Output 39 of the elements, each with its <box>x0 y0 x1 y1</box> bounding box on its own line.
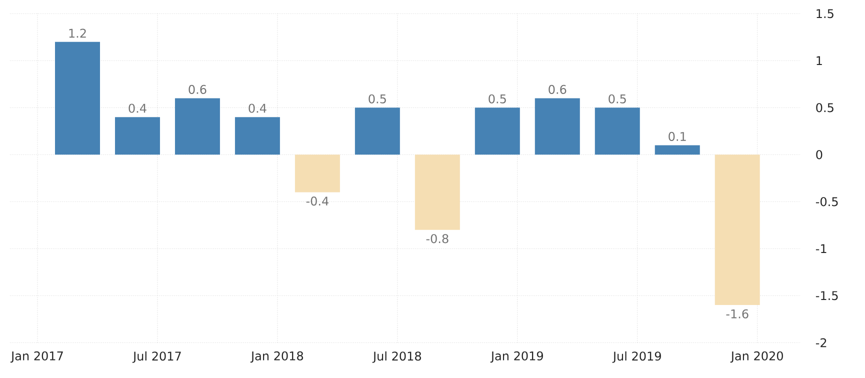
y-tick-label: 0 <box>816 150 822 160</box>
bar <box>474 108 520 155</box>
data-label: 0.4 <box>128 104 146 113</box>
bar <box>354 108 400 155</box>
x-tick-label: Jul 2017 <box>132 351 181 363</box>
data-label: -0.4 <box>306 196 328 206</box>
x-tick-label: Jan 2017 <box>10 351 63 363</box>
data-label: 0.1 <box>668 132 686 141</box>
x-tick-label: Jul 2019 <box>612 351 661 363</box>
x-tick-label: Jul 2018 <box>372 351 422 363</box>
bar <box>714 154 760 306</box>
y-tick-label: 0.5 <box>816 103 834 112</box>
y-tick-label: -1.5 <box>816 291 838 300</box>
bar <box>234 117 280 155</box>
bar <box>654 145 700 155</box>
x-tick-label: Jan 2019 <box>490 351 543 363</box>
data-label: 0.6 <box>188 84 206 94</box>
bar <box>414 154 460 230</box>
data-label: 0.4 <box>248 104 266 113</box>
data-label: 0.6 <box>548 84 566 94</box>
data-label: 0.5 <box>608 94 626 104</box>
x-tick-label: Jan 2020 <box>730 351 783 363</box>
bar <box>55 42 100 155</box>
bar <box>294 154 340 192</box>
y-tick-label: -0.5 <box>816 197 838 206</box>
data-label: 0.5 <box>488 94 506 104</box>
data-label: -1.6 <box>726 309 748 318</box>
bar <box>534 98 580 155</box>
bar <box>114 117 160 155</box>
y-tick-label: 1.5 <box>816 9 834 18</box>
x-tick-label: Jan 2018 <box>250 351 304 363</box>
y-tick-label: -1 <box>816 244 826 254</box>
data-label: -0.8 <box>426 234 448 244</box>
data-label: 1.2 <box>69 28 86 38</box>
bar <box>594 108 640 155</box>
data-label: 0.5 <box>368 94 386 104</box>
y-tick-label: -2 <box>816 338 826 348</box>
y-tick-label: 1 <box>816 56 822 66</box>
bar <box>174 98 220 155</box>
